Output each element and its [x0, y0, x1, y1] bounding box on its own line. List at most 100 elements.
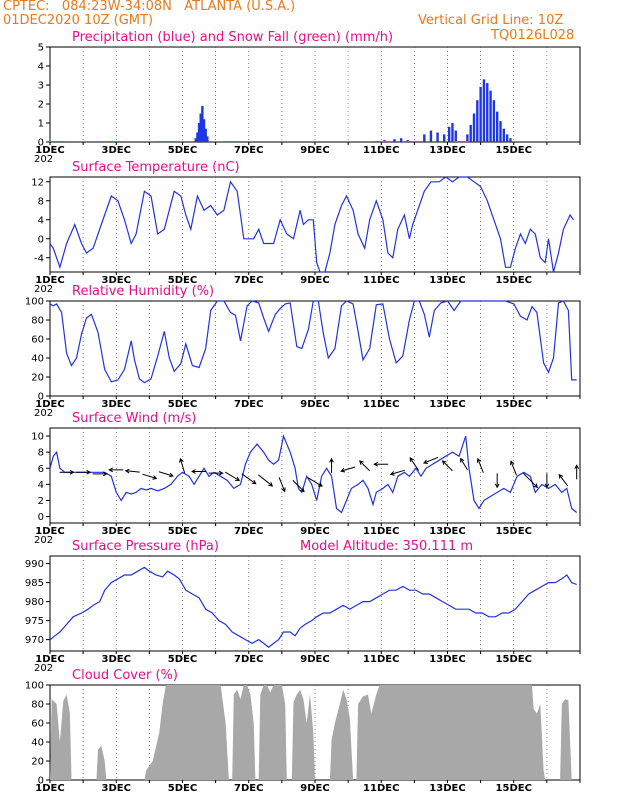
rh-xlabel: 11DEC — [363, 399, 399, 410]
temp-xlabel: 1DEC — [35, 275, 64, 286]
rh-ytick-label: 20 — [31, 373, 44, 384]
pres-xlabel: 7DEC — [234, 654, 263, 665]
precip-bar — [202, 119, 206, 142]
wind-arrow — [307, 477, 323, 487]
temp-xlabel: 3DEC — [102, 275, 131, 286]
rh-xlabel: 15DEC — [496, 399, 532, 410]
cloud-title: Cloud Cover (%) — [72, 668, 178, 683]
pres-xlabel: 13DEC — [429, 654, 465, 665]
wind-arrow-head — [268, 482, 274, 487]
wind-arrow — [522, 472, 538, 488]
snow-bar — [373, 141, 390, 142]
precip-ytick-label: 1 — [38, 119, 44, 130]
cloud-xlabel: 3DEC — [102, 783, 131, 794]
precip-bar — [509, 138, 512, 142]
wind-arrow — [158, 471, 174, 477]
precip-bar — [466, 134, 469, 142]
rh-ytick-label: 80 — [31, 316, 44, 327]
rh-xlabel: 3DEC — [102, 399, 131, 410]
snow-bar — [406, 141, 423, 142]
precip-xlabel: 9DEC — [300, 145, 329, 156]
wind-arrow — [390, 469, 405, 475]
wind-ytick-label: 0 — [38, 512, 44, 523]
precip-ytick-label: 2 — [38, 100, 44, 111]
precip-bar — [199, 113, 202, 142]
snow-bar — [157, 141, 174, 142]
precip-bar — [197, 123, 201, 142]
wind-arrow — [258, 474, 273, 487]
precip-xlabel: 5DEC — [168, 145, 197, 156]
precip-bar — [479, 86, 482, 142]
cloud-xlabel: 7DEC — [234, 783, 263, 794]
pres-xlabel-cut: 202 — [34, 663, 53, 674]
wind-xlabel: 15DEC — [496, 526, 532, 537]
temp-xlabel: 9DEC — [300, 275, 329, 286]
wind-arrow — [359, 460, 370, 472]
temp-ytick-label: 0 — [38, 234, 44, 245]
cloud-xlabel: 5DEC — [168, 783, 197, 794]
cloud-ytick-label: 20 — [31, 757, 44, 768]
precip-bar — [201, 105, 204, 142]
cloud-ytick-label: 100 — [25, 681, 44, 692]
wind-arrow — [460, 458, 468, 471]
precip-bar — [204, 128, 207, 142]
temp-xlabel: 15DEC — [496, 275, 532, 286]
wind-line — [49, 434, 578, 514]
precip-bar — [499, 121, 502, 142]
rh-xlabel: 13DEC — [429, 399, 465, 410]
precip-bar — [451, 123, 454, 142]
temp-ytick-label: 4 — [38, 215, 44, 226]
wind-arrow-head — [558, 473, 564, 479]
wind-arrow-head — [108, 467, 113, 473]
pres-xlabel: 3DEC — [102, 654, 131, 665]
wind-arrow — [142, 473, 157, 479]
wind-arrow-head — [235, 476, 241, 482]
wind-arrow — [558, 474, 569, 487]
wind-arrow-head — [389, 471, 395, 476]
rh-xlabel: 9DEC — [300, 399, 329, 410]
header-code: TQ0126L028 — [491, 28, 575, 43]
pres-ytick-label: 975 — [25, 616, 44, 627]
temp-line — [49, 176, 574, 273]
cloud-xlabel: 13DEC — [429, 783, 465, 794]
precip-bar — [502, 128, 506, 142]
pres-ytick-label: 970 — [25, 635, 44, 646]
precip-ytick-label: 0 — [38, 138, 44, 149]
wind-arrow — [278, 477, 286, 492]
wind-xlabel: 3DEC — [102, 526, 131, 537]
wind-arrow-head — [191, 469, 196, 474]
wind-arrow — [292, 480, 305, 492]
temp-xlabel: 7DEC — [234, 275, 263, 286]
rh-line — [49, 300, 577, 384]
rh-title: Relative Humidity (%) — [72, 284, 214, 299]
snow-bar — [452, 141, 469, 142]
pres-ytick-label: 990 — [25, 559, 44, 570]
wind-arrow-head — [329, 457, 334, 463]
wind-xlabel: 11DEC — [363, 526, 399, 537]
wind-xlabel: 1DEC — [35, 526, 64, 537]
wind-arrow — [510, 461, 518, 476]
precip-bar — [399, 138, 403, 142]
header-grid-note: Vertical Grid Line: 10Z — [418, 13, 564, 28]
precip-ytick-label: 4 — [38, 62, 44, 73]
pres-line — [49, 566, 577, 648]
rh-xlabel: 1DEC — [35, 399, 64, 410]
wind-ytick-label: 8 — [38, 448, 44, 459]
precip-xlabel: 11DEC — [363, 145, 399, 156]
temp-ytick-label: -4 — [34, 253, 44, 264]
precip-bar — [492, 100, 496, 142]
precip-bar — [495, 111, 499, 142]
precip-bar — [436, 132, 439, 142]
precip-ytick-label: 3 — [38, 81, 44, 92]
cloud-ytick-label: 60 — [31, 719, 44, 730]
wind-arrow-head — [373, 461, 378, 467]
temp-xlabel: 11DEC — [363, 275, 399, 286]
wind-xlabel: 9DEC — [300, 526, 329, 537]
wind-arrow-head — [359, 460, 364, 465]
wind-arrow-head — [152, 475, 158, 480]
pres-xlabel: 5DEC — [168, 654, 197, 665]
cloud-xlabel: 11DEC — [363, 783, 399, 794]
pres-xlabel: 15DEC — [496, 654, 532, 665]
cloud-ytick-label: 40 — [31, 738, 44, 749]
snow-bar — [108, 141, 125, 142]
